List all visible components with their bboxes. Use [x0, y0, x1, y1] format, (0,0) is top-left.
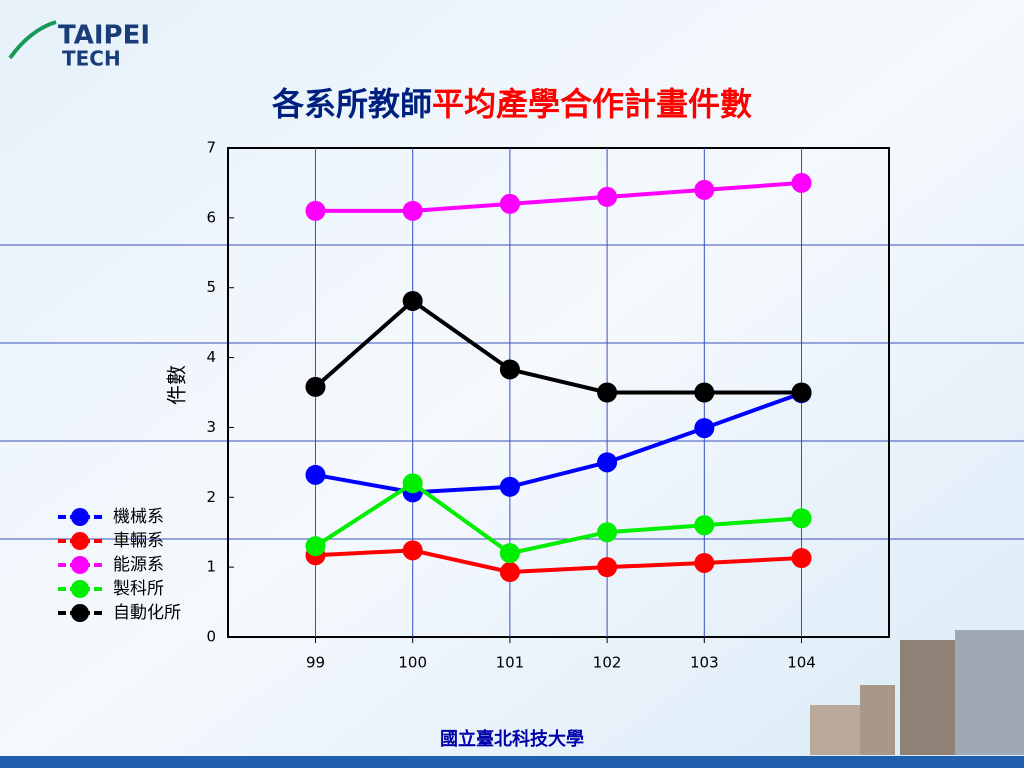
legend-marker: [71, 508, 89, 526]
data-point: [694, 418, 715, 439]
chart-title: 各系所教師平均產學合作計畫件數: [272, 85, 752, 123]
footer-text: 國立臺北科技大學: [440, 728, 584, 750]
series-line: [315, 391, 803, 495]
data-point: [305, 536, 326, 557]
logo-text: TAIPEI: [58, 21, 150, 51]
data-point: [597, 452, 618, 473]
x-tick-label: 101: [496, 654, 525, 672]
y-tick-label: 3: [206, 418, 216, 436]
y-tick-label: 0: [206, 628, 216, 646]
data-point: [402, 540, 423, 561]
data-point: [791, 548, 812, 569]
data-point: [597, 382, 618, 403]
data-point: [694, 515, 715, 536]
y-tick-label: 5: [206, 278, 216, 296]
series-line: [315, 180, 802, 213]
x-tick-label: 99: [306, 654, 325, 672]
data-point: [305, 200, 326, 221]
legend-marker: [71, 604, 89, 622]
data-point: [597, 557, 618, 578]
data-point: [402, 473, 423, 494]
logo-text: TECH: [62, 47, 121, 71]
y-tick-label: 4: [206, 348, 216, 366]
legend-marker: [71, 580, 89, 598]
data-point: [499, 543, 520, 564]
data-point: [305, 464, 326, 485]
series-line: [314, 298, 802, 395]
y-tick-label: 6: [206, 208, 216, 226]
legend-label: 自動化所: [113, 603, 181, 623]
x-tick-label: 104: [787, 654, 816, 672]
data-point: [597, 186, 618, 207]
data-point: [499, 359, 520, 380]
decor-lines: [0, 244, 1024, 540]
data-point: [791, 172, 812, 193]
data-point: [694, 179, 715, 200]
data-point: [694, 552, 715, 573]
data-point: [791, 508, 812, 529]
data-point: [402, 200, 423, 221]
data-point: [499, 562, 520, 583]
series-line: [314, 480, 802, 556]
logo-swoosh: [8, 20, 57, 60]
data-point: [402, 290, 423, 311]
data-point: [791, 382, 812, 403]
legend-label: 車輛系: [113, 531, 164, 551]
legend-label: 製科所: [113, 579, 164, 599]
legend-marker: [71, 532, 89, 550]
y-tick-label: 7: [206, 139, 216, 157]
legend-label: 機械系: [113, 507, 164, 527]
data-point: [499, 193, 520, 214]
series-line: [315, 548, 802, 575]
x-tick-label: 100: [398, 654, 427, 672]
y-tick-label: 2: [206, 488, 216, 506]
building: [810, 630, 1024, 755]
data-point: [597, 522, 618, 543]
legend-marker: [71, 556, 89, 574]
footer-band: [0, 756, 1024, 768]
x-tick-label: 103: [690, 654, 719, 672]
data-point: [305, 376, 326, 397]
plot-frame: [227, 147, 890, 638]
x-tick-label: 102: [593, 654, 622, 672]
legend-label: 能源系: [113, 555, 164, 575]
data-point: [694, 382, 715, 403]
y-axis-label: 件數: [165, 365, 189, 405]
data-point: [499, 476, 520, 497]
y-tick-label: 1: [206, 558, 216, 576]
